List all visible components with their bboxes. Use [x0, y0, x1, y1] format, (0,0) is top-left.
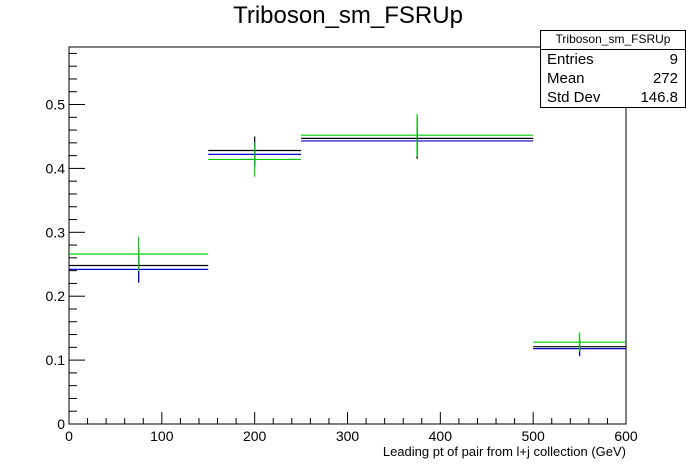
x-tick-label: 0 — [65, 428, 73, 444]
stats-box: Triboson_sm_FSRUp Entries 9 Mean 272 Std… — [540, 30, 686, 108]
stats-value: 272 — [652, 70, 678, 87]
stats-label: Std Dev — [547, 89, 601, 106]
stats-row-mean: Mean 272 — [541, 69, 685, 88]
chart-title: Triboson_sm_FSRUp — [233, 2, 463, 29]
x-tick-label: 400 — [429, 428, 453, 444]
y-tick-label: 0.3 — [46, 224, 66, 240]
y-tick-label: 0.5 — [46, 97, 66, 113]
stats-row-stddev: Std Dev 146.8 — [541, 88, 685, 107]
stats-label: Mean — [547, 70, 585, 87]
x-tick-label: 100 — [150, 428, 174, 444]
y-tick-label: 0.1 — [46, 352, 66, 368]
y-tick-label: 0.2 — [46, 288, 66, 304]
stats-row-entries: Entries 9 — [541, 50, 685, 69]
x-tick-label: 300 — [336, 428, 360, 444]
y-tick-label: 0 — [57, 416, 65, 432]
stats-value: 9 — [669, 51, 678, 68]
stats-title: Triboson_sm_FSRUp — [541, 31, 685, 50]
x-axis-label: Leading pt of pair from l+j collection (… — [383, 444, 626, 459]
x-tick-label: 500 — [521, 428, 545, 444]
x-tick-label: 200 — [243, 428, 267, 444]
x-tick-label: 600 — [614, 428, 638, 444]
y-tick-label: 0.4 — [46, 160, 66, 176]
stats-label: Entries — [547, 51, 594, 68]
stats-value: 146.8 — [640, 89, 678, 106]
